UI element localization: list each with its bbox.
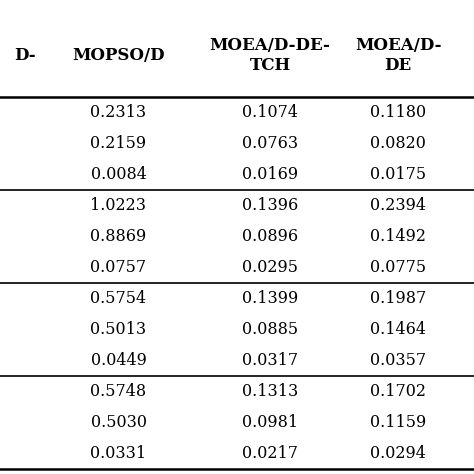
Text: 0.8869: 0.8869: [91, 228, 146, 245]
Text: 0.0775: 0.0775: [370, 259, 426, 276]
Text: 0.2159: 0.2159: [91, 135, 146, 152]
Text: 1.0223: 1.0223: [91, 197, 146, 214]
Text: 0.1702: 0.1702: [370, 383, 426, 400]
Text: 0.5748: 0.5748: [91, 383, 146, 400]
Text: 0.5754: 0.5754: [91, 290, 146, 307]
Text: 0.0175: 0.0175: [370, 166, 426, 183]
Text: 0.0169: 0.0169: [242, 166, 298, 183]
Text: MOEA/D-DE-
TCH: MOEA/D-DE- TCH: [210, 37, 331, 74]
Text: 0.1180: 0.1180: [370, 104, 426, 121]
Text: 0.2313: 0.2313: [91, 104, 146, 121]
Text: 0.0896: 0.0896: [242, 228, 298, 245]
Text: 0.2394: 0.2394: [370, 197, 426, 214]
Text: 0.1159: 0.1159: [370, 414, 426, 431]
Text: 0.0317: 0.0317: [242, 352, 298, 369]
Text: 0.0885: 0.0885: [242, 321, 298, 338]
Text: 0.1396: 0.1396: [242, 197, 298, 214]
Text: 0.0357: 0.0357: [370, 352, 426, 369]
Text: 0.0449: 0.0449: [91, 352, 146, 369]
Text: 0.1987: 0.1987: [370, 290, 426, 307]
Text: 0.1313: 0.1313: [242, 383, 298, 400]
Text: 0.5013: 0.5013: [91, 321, 146, 338]
Text: 0.0757: 0.0757: [91, 259, 146, 276]
Text: 0.1399: 0.1399: [242, 290, 298, 307]
Text: 0.0294: 0.0294: [370, 445, 426, 462]
Text: 0.0331: 0.0331: [91, 445, 146, 462]
Text: 0.5030: 0.5030: [91, 414, 146, 431]
Text: 0.0763: 0.0763: [242, 135, 298, 152]
Text: 0.0981: 0.0981: [242, 414, 298, 431]
Text: MOPSO/D: MOPSO/D: [72, 47, 165, 64]
Text: D-: D-: [14, 47, 36, 64]
Text: 0.0084: 0.0084: [91, 166, 146, 183]
Text: 0.1074: 0.1074: [242, 104, 298, 121]
Text: 0.0820: 0.0820: [370, 135, 426, 152]
Text: 0.1492: 0.1492: [370, 228, 426, 245]
Text: 0.1464: 0.1464: [370, 321, 426, 338]
Text: 0.0295: 0.0295: [242, 259, 298, 276]
Text: MOEA/D-
DE: MOEA/D- DE: [355, 37, 441, 74]
Text: 0.0217: 0.0217: [242, 445, 298, 462]
